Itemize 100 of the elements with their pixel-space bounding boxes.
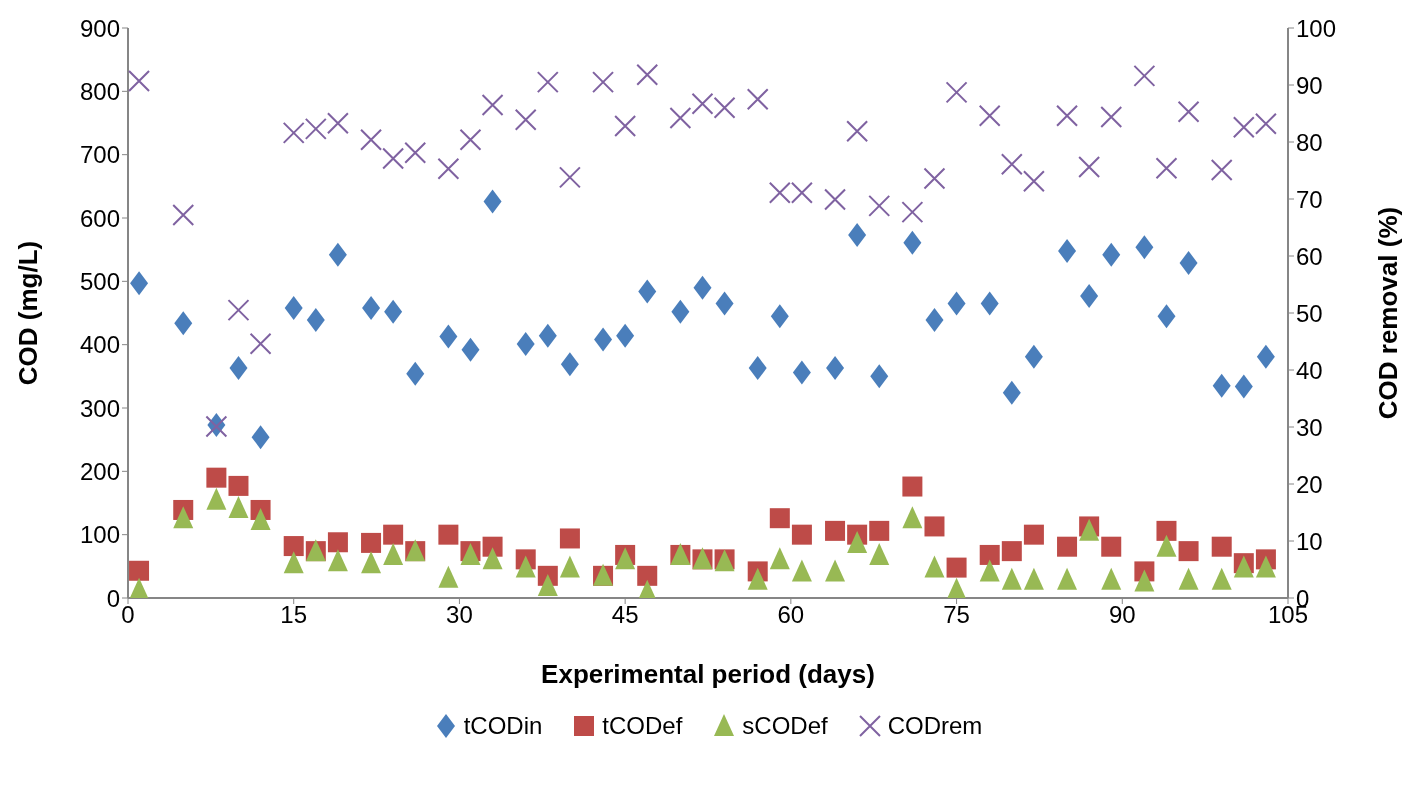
point	[326, 112, 349, 135]
point	[901, 201, 924, 224]
legend-label: sCODef	[742, 712, 828, 740]
y2-tick-label: 50	[1296, 299, 1323, 327]
y-tick-label: 200	[79, 457, 120, 485]
x-tick-label: 15	[280, 601, 308, 629]
point	[924, 516, 945, 537]
point	[560, 352, 579, 377]
legend-label: tCODef	[602, 712, 683, 740]
legend-label: tCODin	[463, 712, 543, 740]
point	[514, 108, 537, 131]
point	[283, 536, 304, 557]
point	[282, 121, 305, 144]
point	[174, 311, 193, 336]
y-tick-label: 900	[79, 14, 120, 42]
point	[1255, 555, 1276, 578]
point	[748, 356, 767, 381]
point	[1156, 534, 1177, 557]
point	[229, 356, 248, 381]
point	[538, 323, 557, 348]
point	[1178, 567, 1199, 590]
point	[869, 520, 890, 541]
point	[715, 291, 734, 316]
point	[173, 506, 194, 529]
x-tick-label: 90	[1108, 601, 1136, 629]
point	[614, 115, 637, 138]
point	[1001, 541, 1022, 562]
point	[382, 147, 405, 170]
point	[979, 544, 1000, 565]
point	[746, 88, 769, 111]
point	[459, 128, 482, 151]
point	[946, 577, 967, 598]
point	[978, 104, 1001, 127]
point	[249, 332, 272, 355]
point	[980, 291, 999, 316]
point	[791, 559, 812, 582]
point	[1211, 536, 1232, 557]
point	[1022, 170, 1045, 193]
point	[537, 573, 558, 596]
point	[1102, 242, 1121, 267]
point	[284, 295, 303, 320]
point	[1134, 569, 1155, 592]
point	[902, 506, 923, 529]
point	[283, 551, 304, 574]
point	[437, 157, 460, 180]
point	[1100, 105, 1123, 128]
point	[559, 555, 580, 578]
point	[1210, 158, 1233, 181]
point	[924, 555, 945, 578]
point	[616, 323, 635, 348]
point	[1024, 344, 1043, 369]
point	[129, 577, 150, 598]
point	[383, 542, 404, 565]
x-tick-label: 60	[777, 601, 805, 629]
point	[482, 547, 503, 570]
point	[481, 93, 504, 116]
point	[439, 324, 458, 349]
point	[1101, 536, 1122, 557]
y2-tick-label: 70	[1296, 185, 1323, 213]
y2-tick-label: 30	[1296, 413, 1323, 441]
point	[691, 92, 714, 115]
x-tick-label: 30	[446, 601, 473, 629]
point	[360, 128, 383, 151]
point	[1157, 304, 1176, 329]
point	[1156, 520, 1177, 541]
legend-label: CODrem	[887, 712, 983, 740]
point	[536, 71, 559, 94]
point	[362, 295, 381, 320]
point	[404, 141, 427, 164]
point	[791, 524, 812, 545]
point	[979, 559, 1000, 582]
y-tick-label: 500	[79, 267, 120, 295]
point	[825, 520, 846, 541]
point	[1101, 567, 1122, 590]
y2-tick-label: 60	[1296, 242, 1323, 270]
point	[361, 551, 382, 574]
y2-axis-title: COD removal (%)	[1373, 206, 1404, 420]
y2-tick-label: 90	[1296, 71, 1323, 99]
point	[327, 532, 348, 553]
y2-tick-label: 40	[1296, 356, 1323, 384]
point	[615, 547, 636, 570]
point	[1135, 235, 1154, 260]
point	[947, 291, 966, 316]
point	[1001, 567, 1022, 590]
y2-tick-label: 80	[1296, 128, 1323, 156]
point	[516, 332, 535, 357]
y-tick-label: 300	[79, 394, 120, 422]
point	[946, 557, 967, 578]
point	[128, 70, 151, 93]
point	[1256, 344, 1275, 369]
point	[769, 508, 790, 529]
point	[383, 524, 404, 545]
point	[1002, 380, 1021, 405]
x-axis-title: Experimental period (days)	[541, 659, 875, 689]
point	[713, 96, 736, 119]
point	[251, 425, 270, 450]
point	[327, 549, 348, 572]
point	[172, 203, 195, 226]
point	[228, 475, 249, 496]
point	[438, 565, 459, 588]
